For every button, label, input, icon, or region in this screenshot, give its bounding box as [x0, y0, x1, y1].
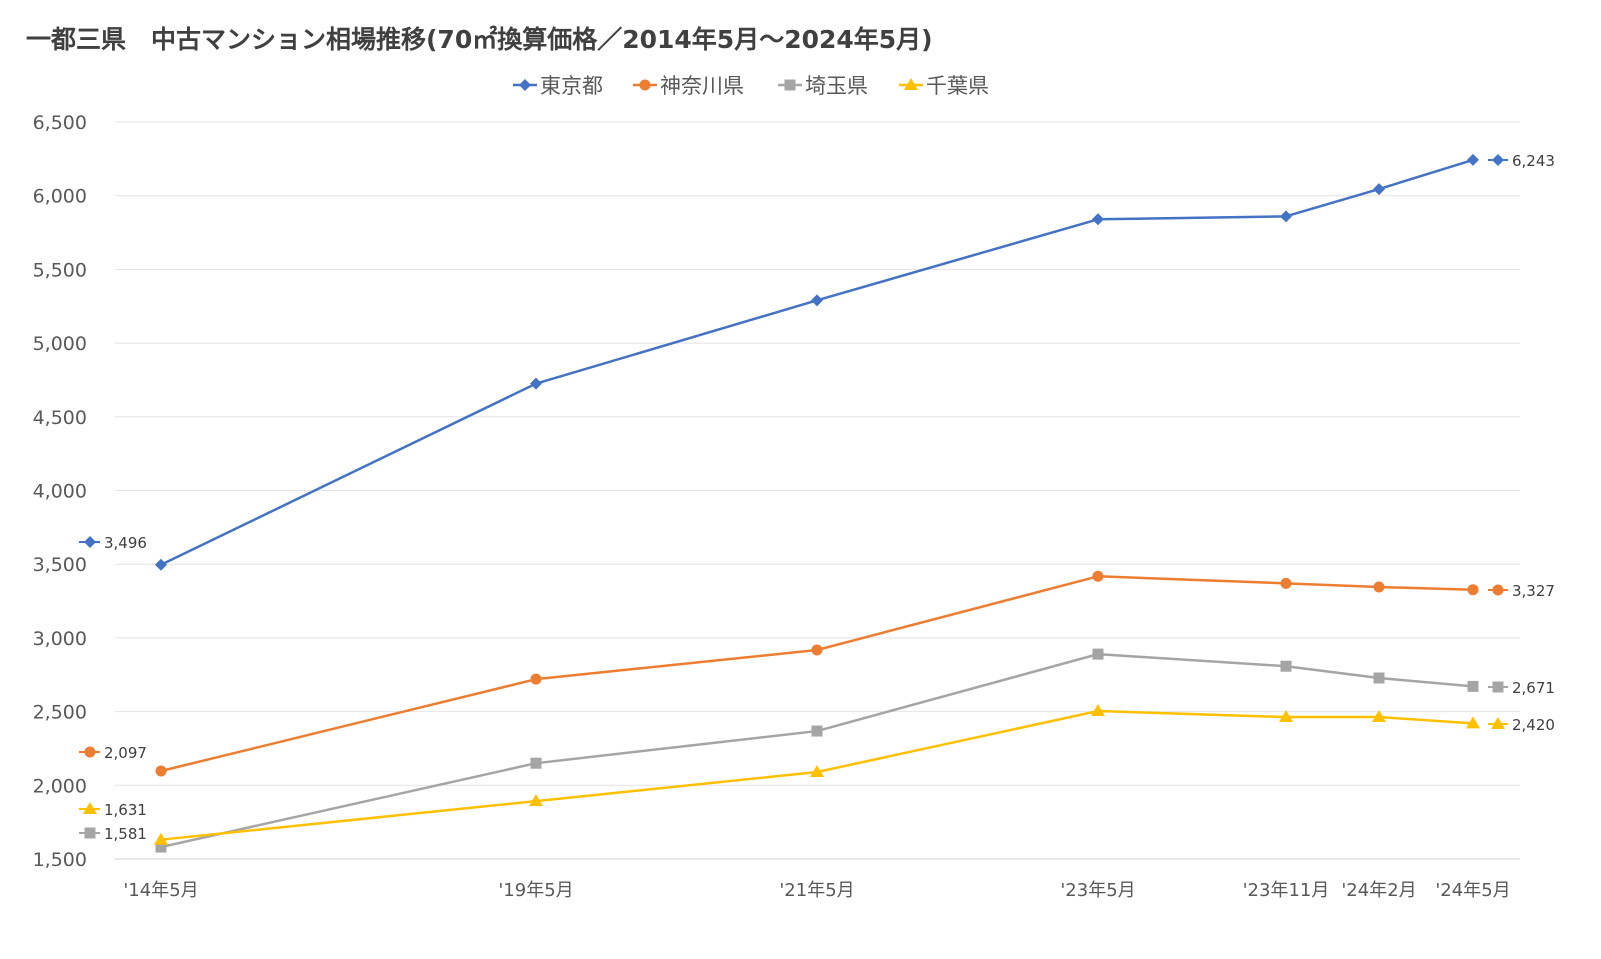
data-label: 1,581 — [104, 825, 147, 843]
data-point — [1092, 648, 1104, 660]
y-tick-label: 5,500 — [33, 259, 87, 281]
x-tick-label: '23年5月 — [1060, 880, 1135, 901]
legend-entry: 千葉県 — [926, 74, 989, 98]
x-tick-label: '21年5月 — [779, 880, 854, 901]
data-point — [155, 841, 167, 853]
data-label: 1,631 — [104, 801, 147, 819]
x-tick-label: '24年5月 — [1435, 880, 1510, 901]
series-line — [160, 575, 1474, 773]
label-key-marker — [84, 536, 96, 548]
data-point — [810, 765, 824, 778]
data-label: 2,671 — [1512, 679, 1555, 697]
series-line — [160, 652, 1474, 849]
series-line — [160, 158, 1474, 566]
data-point — [530, 757, 542, 769]
legend-entry: 東京都 — [540, 74, 603, 98]
data-point — [1279, 710, 1293, 723]
data-point — [530, 377, 542, 390]
label-key-marker — [83, 802, 97, 814]
data-point — [1280, 210, 1292, 223]
y-tick-label: 3,000 — [33, 628, 87, 650]
data-point — [1092, 570, 1104, 582]
data-point — [1373, 672, 1385, 684]
legend-entry: 埼玉県 — [805, 74, 868, 98]
x-tick-label: '24年2月 — [1341, 880, 1416, 901]
y-tick-label: 2,000 — [33, 775, 87, 797]
label-key-marker — [1492, 681, 1504, 693]
data-point — [1467, 680, 1479, 692]
x-tick-label: '19年5月 — [498, 880, 573, 901]
data-point — [1092, 213, 1104, 226]
data-point — [1373, 183, 1385, 196]
y-tick-label: 3,500 — [33, 554, 87, 576]
data-point — [1280, 660, 1292, 672]
label-key-marker — [1492, 154, 1504, 166]
label-key-marker — [84, 746, 96, 758]
data-point — [155, 765, 167, 777]
x-tick-label: '14年5月 — [123, 880, 198, 901]
data-label: 2,420 — [1512, 716, 1555, 734]
data-point — [1467, 584, 1479, 596]
legend-entry: 神奈川県 — [660, 74, 744, 98]
y-tick-label: 6,500 — [33, 112, 87, 134]
y-tick-label: 6,000 — [33, 186, 87, 208]
legend-marker-circle — [639, 79, 651, 91]
legend-marker-triangle — [904, 78, 918, 90]
data-point — [811, 725, 823, 737]
data-label: 6,243 — [1512, 152, 1555, 170]
data-point — [1467, 153, 1479, 166]
data-point — [1373, 581, 1385, 593]
label-key-marker — [84, 827, 96, 839]
data-point — [811, 294, 823, 307]
label-key-marker — [1491, 717, 1505, 729]
data-point — [1372, 710, 1386, 723]
data-point — [811, 644, 823, 656]
y-tick-label: 4,000 — [33, 481, 87, 503]
data-label: 3,496 — [104, 534, 147, 552]
data-point — [155, 558, 167, 571]
data-label: 2,097 — [104, 744, 147, 762]
chart-title: 一都三県 中古マンション相場推移(70㎡換算価格／2014年5月～2024年5月… — [26, 25, 933, 54]
y-tick-label: 2,500 — [33, 702, 87, 724]
data-point — [529, 794, 543, 807]
legend-marker-square — [784, 79, 796, 91]
data-point — [1091, 704, 1105, 717]
y-tick-label: 5,000 — [33, 333, 87, 355]
x-tick-label: '23年11月 — [1243, 880, 1330, 901]
legend-marker-diamond — [519, 79, 531, 91]
data-point — [530, 673, 542, 685]
y-tick-label: 1,500 — [33, 849, 87, 871]
data-point — [1466, 716, 1480, 729]
data-point — [1280, 577, 1292, 589]
label-key-marker — [1492, 584, 1504, 596]
y-tick-label: 4,500 — [33, 407, 87, 429]
data-label: 3,327 — [1512, 582, 1555, 600]
data-point — [154, 832, 168, 845]
